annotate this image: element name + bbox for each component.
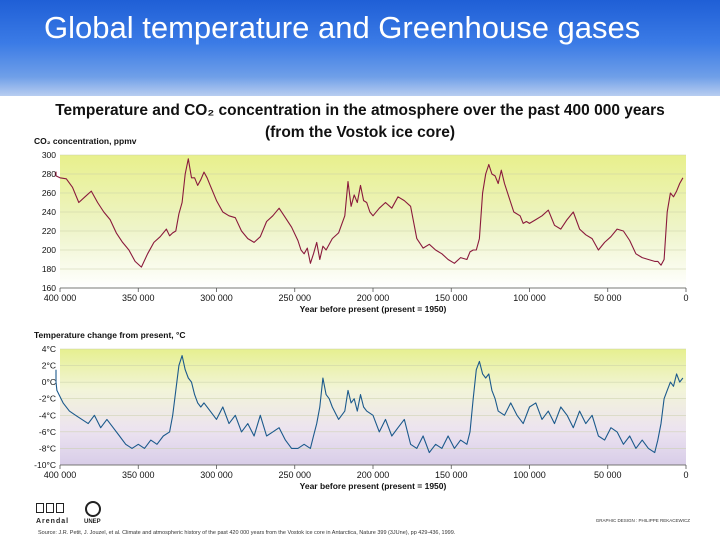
temp-x-tick-label: 200 000 [357,470,390,480]
co2-x-tick-label: 350 000 [122,293,155,303]
figure-title-line2: (from the Vostok ice core) [264,124,456,141]
temp-y-tick-label: 4°C [42,344,56,354]
temp-x-tick-label: 300 000 [200,470,233,480]
co2-y-tick-label: 260 [42,188,56,198]
unep-logo: UNEP [82,501,104,529]
co2-y-tick-label: 220 [42,226,56,236]
temp-x-tick-label: 0 [683,470,688,480]
source-citation: Source: J.R. Petit, J. Jouzel, et al. Cl… [38,530,456,536]
co2-y-axis-label: CO₂ concentration, ppmv [34,136,137,146]
slide-title: Global temperature and Greenhouse gases [44,10,641,45]
temp-plot-background [60,349,686,465]
grid-arendal-word: Arendal [36,518,70,525]
temp-y-axis-label: Temperature change from present, °C [34,330,186,340]
temp-x-tick-label: 400 000 [44,470,77,480]
co2-y-tick-label: 160 [42,283,56,293]
co2-x-tick-label: 0 [683,293,688,303]
co2-y-tick-label: 200 [42,245,56,255]
logo-box-3 [56,503,64,513]
temp-y-tick-label: -2°C [39,394,56,404]
figure-title-line1: Temperature and CO₂ concentration in the… [55,102,665,119]
co2-x-tick-label: 250 000 [278,293,311,303]
temp-y-tick-label: -8°C [39,443,56,453]
co2-x-tick-label: 200 000 [357,293,390,303]
slide-header-band [0,0,720,96]
temp-y-tick-label: -10°C [34,460,56,470]
co2-x-axis-label: Year before present (present = 1950) [300,304,447,314]
unep-word: UNEP [84,519,101,525]
temp-y-tick-label: 2°C [42,361,56,371]
temp-y-tick-label: -6°C [39,427,56,437]
logo-box-2 [46,503,54,513]
co2-y-tick-label: 180 [42,264,56,274]
charts-svg: 160 180 200 220 240 260 280 300 400 000 350 000 30… [34,136,689,491]
co2-y-tick-label: 240 [42,207,56,217]
graphic-credit: GRAPHIC DESIGN : PHILIPPE REKACEWICZ [595,518,690,523]
temp-series-line [55,355,684,454]
co2-x-tick-label: 150 000 [435,293,468,303]
co2-x-tick-label: 100 000 [513,293,546,303]
temp-y-tick-label: 0°C [42,377,56,387]
temp-x-tick-label: 250 000 [278,470,311,480]
vostok-figure: Temperature and CO₂ concentration in the… [24,97,696,540]
logo-box-1 [36,503,44,513]
temp-x-tick-label: 350 000 [122,470,155,480]
temp-x-tick-label: 100 000 [513,470,546,480]
temp-y-tick-label: -4°C [39,410,56,420]
co2-y-tick-label: 300 [42,150,56,160]
co2-x-tick-label: 400 000 [44,293,77,303]
grid-arendal-logo: Arendal [36,503,76,527]
unep-emblem-icon [85,501,101,517]
temp-x-tick-label: 50 000 [594,470,622,480]
temp-x-tick-label: 150 000 [435,470,468,480]
co2-series-line [55,158,684,268]
co2-plot-background [60,155,686,288]
co2-y-tick-label: 280 [42,169,56,179]
co2-x-tick-label: 50 000 [594,293,622,303]
temp-x-axis-label: Year before present (present = 1950) [300,481,447,491]
co2-x-tick-label: 300 000 [200,293,233,303]
